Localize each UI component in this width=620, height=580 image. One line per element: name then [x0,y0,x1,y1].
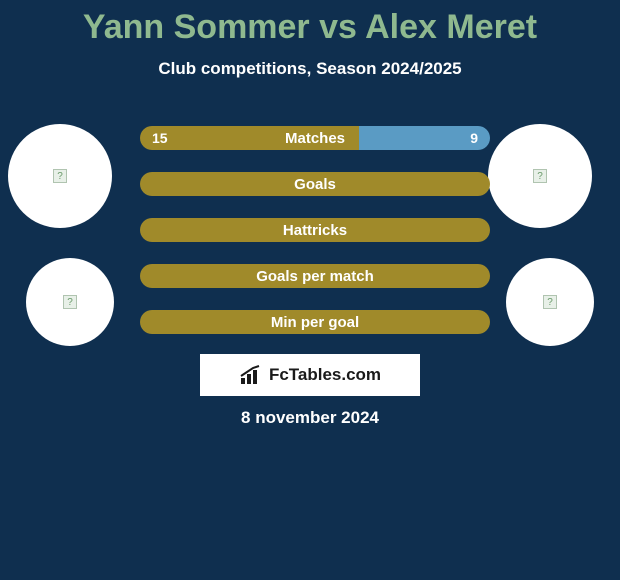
stat-bar-hattricks: Hattricks [140,218,490,242]
bar-label: Goals [140,172,490,196]
avatar-bot-left: ? [26,258,114,346]
bar-label: Matches [140,126,490,150]
avatar-top-right: ? [488,124,592,228]
page-title: Yann Sommer vs Alex Meret [0,0,620,47]
stat-bar-min-per-goal: Min per goal [140,310,490,334]
bar-label: Min per goal [140,310,490,334]
bar-value-right: 9 [470,126,478,150]
bar-label: Hattricks [140,218,490,242]
image-placeholder-icon: ? [63,295,77,309]
logo-text: FcTables.com [269,365,381,385]
stat-bar-goals-per-match: Goals per match [140,264,490,288]
image-placeholder-icon: ? [53,169,67,183]
comparison-bars: Matches15 9 Goals Hattricks Goals per match M… [140,126,490,356]
bar-label: Goals per match [140,264,490,288]
bar-value-left: 15 [152,126,168,150]
avatar-bot-right: ? [506,258,594,346]
stat-bar-matches: Matches15 9 [140,126,490,150]
chart-bars-icon [239,364,263,386]
fctables-logo: FcTables.com [200,354,420,396]
avatar-top-left: ? [8,124,112,228]
image-placeholder-icon: ? [533,169,547,183]
stat-bar-goals: Goals [140,172,490,196]
page-subtitle: Club competitions, Season 2024/2025 [0,59,620,79]
date-text: 8 november 2024 [0,408,620,428]
image-placeholder-icon: ? [543,295,557,309]
